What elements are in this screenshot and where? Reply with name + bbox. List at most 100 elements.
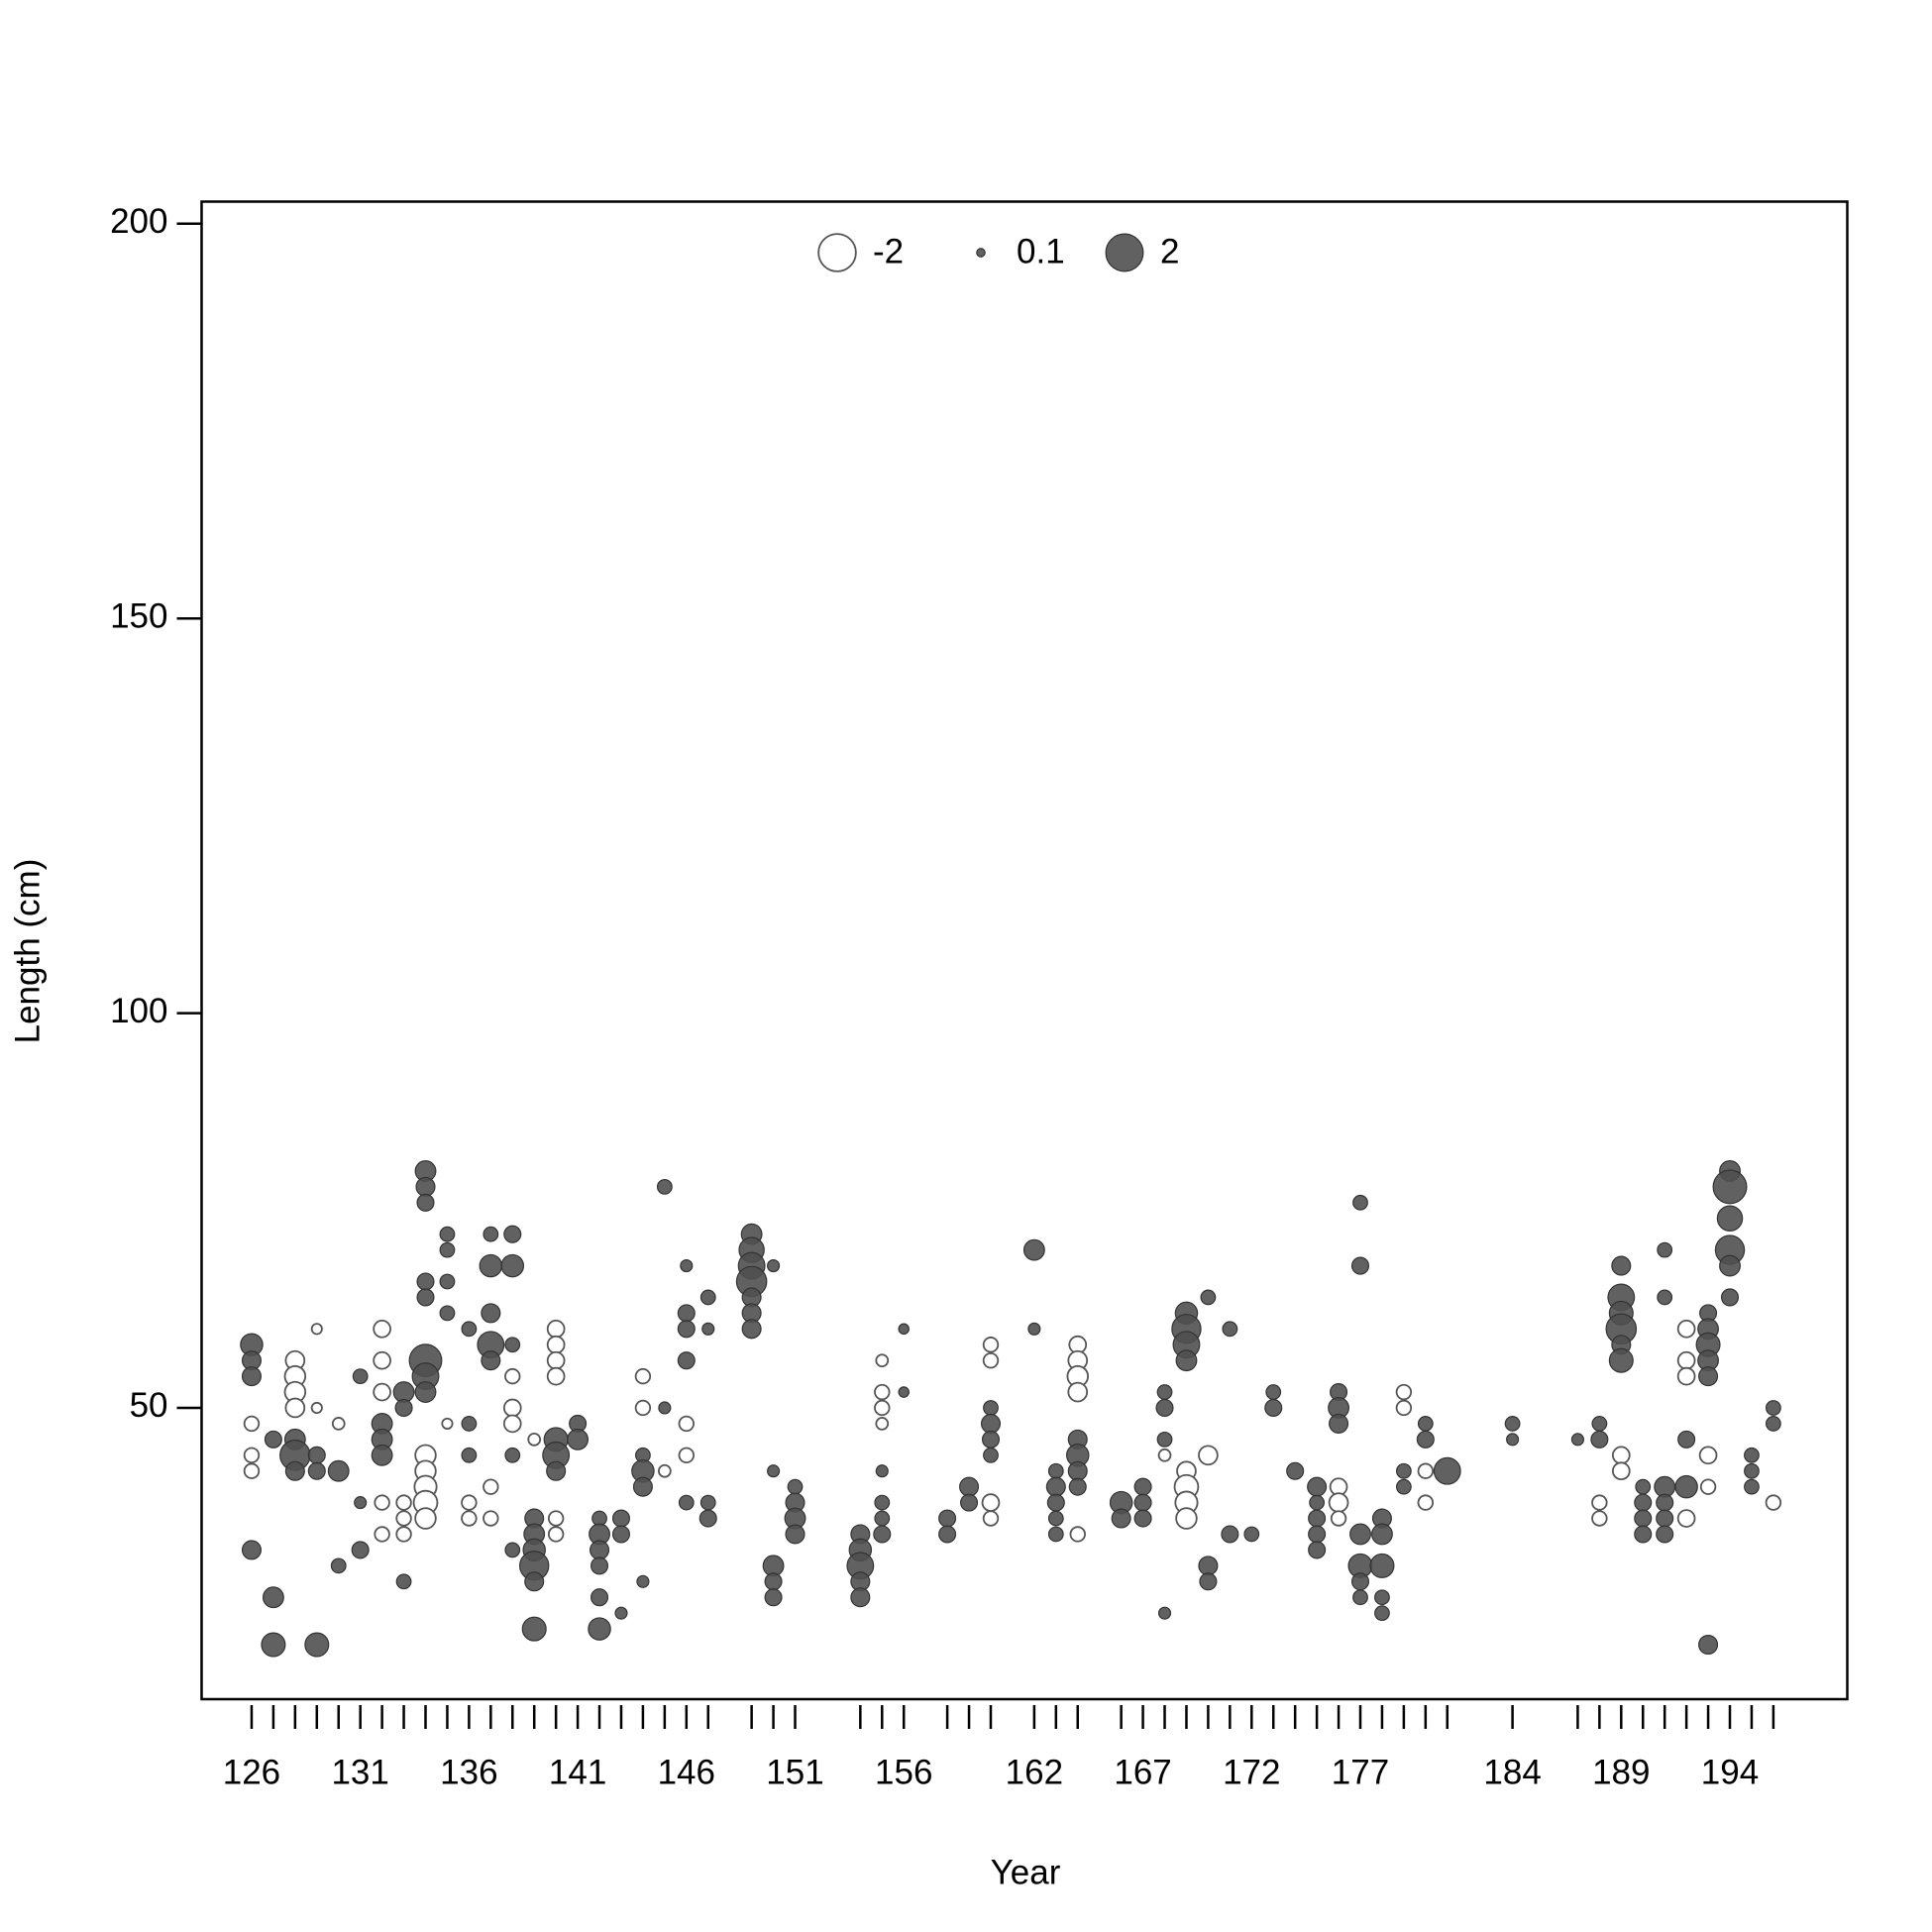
bubble bbox=[1022, 1238, 1045, 1261]
bubble bbox=[503, 1225, 522, 1243]
bubble bbox=[1765, 1400, 1781, 1416]
bubble bbox=[1698, 1366, 1719, 1387]
bubble bbox=[546, 1350, 566, 1370]
bubble bbox=[546, 1460, 567, 1481]
bubble bbox=[741, 1319, 762, 1340]
bubble bbox=[590, 1540, 610, 1560]
legend-label: 0.1 bbox=[1017, 232, 1065, 270]
bubble bbox=[1676, 1319, 1696, 1339]
legend-label: -2 bbox=[873, 232, 904, 270]
bubble bbox=[1416, 1430, 1435, 1449]
bubble bbox=[1570, 1433, 1584, 1447]
bubble bbox=[678, 1447, 696, 1463]
x-tick-label: 156 bbox=[875, 1753, 932, 1791]
bubble bbox=[1067, 1381, 1089, 1403]
bubble bbox=[767, 1259, 781, 1273]
bubble bbox=[374, 1494, 390, 1511]
bubble bbox=[787, 1478, 804, 1495]
x-tick-label: 177 bbox=[1332, 1753, 1389, 1791]
bubble bbox=[701, 1322, 715, 1336]
bubble bbox=[371, 1444, 393, 1466]
bubble bbox=[373, 1350, 391, 1370]
x-tick-label: 194 bbox=[1701, 1753, 1759, 1791]
bubble bbox=[875, 1417, 890, 1431]
bubble bbox=[1265, 1384, 1282, 1400]
bubble bbox=[680, 1259, 694, 1273]
bubble bbox=[416, 1288, 435, 1307]
bubble bbox=[243, 1447, 261, 1463]
bubble bbox=[1198, 1445, 1219, 1466]
bubble bbox=[785, 1524, 805, 1545]
bubble bbox=[658, 1463, 672, 1478]
bubble bbox=[1744, 1478, 1760, 1495]
bubble bbox=[352, 1368, 369, 1385]
bubble bbox=[1309, 1494, 1326, 1511]
bubble bbox=[1175, 1507, 1198, 1530]
bubble bbox=[980, 1413, 1002, 1434]
bubble bbox=[1720, 1288, 1740, 1307]
bubble bbox=[415, 1176, 436, 1197]
bubble bbox=[1067, 1460, 1088, 1481]
bubble bbox=[632, 1476, 653, 1497]
bubble bbox=[461, 1494, 478, 1511]
bubble bbox=[547, 1526, 565, 1543]
bubble bbox=[439, 1305, 456, 1322]
bubble bbox=[416, 1193, 435, 1212]
y-axis-label: Length (cm) bbox=[8, 859, 47, 1044]
bubble bbox=[1198, 1556, 1219, 1576]
x-tick-label: 162 bbox=[1006, 1753, 1063, 1791]
bubble bbox=[395, 1510, 412, 1527]
bubble bbox=[1222, 1321, 1238, 1338]
bubble bbox=[504, 1447, 521, 1463]
bubble bbox=[1371, 1523, 1393, 1546]
bubble bbox=[414, 1507, 437, 1530]
bubble bbox=[850, 1587, 871, 1608]
bubble bbox=[677, 1351, 696, 1370]
bubble bbox=[1133, 1477, 1152, 1496]
bubble bbox=[481, 1350, 501, 1371]
bubble bbox=[898, 1386, 910, 1398]
bubble bbox=[461, 1416, 478, 1432]
bubble bbox=[656, 1178, 673, 1195]
x-tick-label: 184 bbox=[1483, 1753, 1541, 1791]
bubble bbox=[1417, 1462, 1435, 1479]
bubble bbox=[1264, 1398, 1283, 1418]
bubble bbox=[241, 1366, 262, 1387]
bubble bbox=[1698, 1634, 1719, 1656]
bubble bbox=[373, 1382, 391, 1402]
y-tick-label: 200 bbox=[110, 202, 167, 241]
bubble bbox=[327, 1459, 350, 1482]
bubble bbox=[1611, 1461, 1631, 1481]
bubble bbox=[395, 1526, 412, 1543]
y-tick-label: 50 bbox=[130, 1386, 168, 1425]
bubble bbox=[395, 1573, 412, 1590]
bubble bbox=[374, 1526, 390, 1543]
bubble bbox=[500, 1253, 525, 1278]
bubble bbox=[373, 1319, 391, 1339]
y-tick-label: 150 bbox=[110, 596, 167, 635]
bubble bbox=[1157, 1606, 1172, 1620]
bubble bbox=[1634, 1525, 1653, 1544]
bubble bbox=[1591, 1510, 1608, 1527]
legend-marker bbox=[976, 248, 986, 258]
bubble bbox=[611, 1525, 631, 1544]
bubble bbox=[982, 1510, 1000, 1527]
bubble bbox=[1307, 1476, 1328, 1497]
x-tick-label: 141 bbox=[549, 1753, 606, 1791]
bubble bbox=[611, 1509, 631, 1528]
bubble bbox=[504, 1337, 521, 1353]
bubble bbox=[1698, 1446, 1718, 1465]
bubble bbox=[1765, 1416, 1781, 1432]
bubble bbox=[567, 1428, 590, 1450]
bubble bbox=[658, 1401, 672, 1415]
bubble bbox=[1395, 1478, 1412, 1495]
bubble bbox=[1634, 1493, 1653, 1512]
bubble bbox=[284, 1397, 306, 1419]
bubble bbox=[1047, 1510, 1064, 1527]
bubble bbox=[983, 1400, 999, 1416]
bubble bbox=[546, 1366, 566, 1386]
bubble bbox=[1374, 1589, 1390, 1606]
bubble bbox=[634, 1367, 652, 1385]
bubble bbox=[938, 1525, 957, 1544]
bubble bbox=[521, 1616, 547, 1642]
